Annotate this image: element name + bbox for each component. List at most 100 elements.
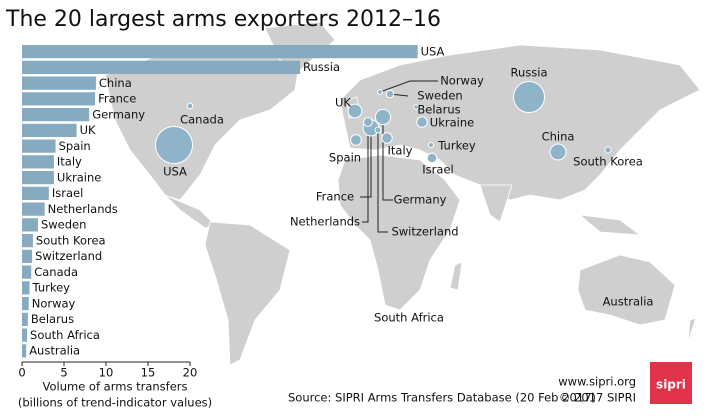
leader-line <box>362 124 369 223</box>
bar <box>22 92 96 106</box>
map-label: Netherlands <box>290 215 360 229</box>
bubble <box>512 80 546 114</box>
website: www.sipri.org <box>558 375 636 389</box>
map-label: Italy <box>388 144 413 158</box>
copyright: © 2017 SIPRI <box>559 391 636 405</box>
x-tick-label: 5 <box>60 366 67 380</box>
bubble <box>347 103 363 119</box>
land <box>687 317 697 343</box>
bubble <box>413 104 419 110</box>
bar <box>22 123 77 137</box>
bar <box>22 344 27 358</box>
leader-line <box>377 130 388 233</box>
leader-line <box>379 80 438 93</box>
bar <box>22 45 418 59</box>
bar-label: Israel <box>52 186 83 200</box>
bar-label: Spain <box>59 139 91 153</box>
bar-label: South Korea <box>36 233 106 247</box>
bubble <box>374 126 382 134</box>
bar-label: Netherlands <box>48 202 118 216</box>
leader-line <box>382 118 393 201</box>
bubble <box>363 117 373 127</box>
bar-label: Turkey <box>32 281 71 295</box>
leader-line <box>360 128 372 198</box>
map-label: UK <box>335 96 351 110</box>
chart-title: The 20 largest arms exporters 2012–16 <box>5 7 441 32</box>
bar-label: Australia <box>29 344 80 358</box>
map-label: Israel <box>422 163 453 177</box>
bar <box>22 155 54 169</box>
bar-label: France <box>98 92 136 106</box>
logo-box <box>650 362 692 404</box>
bubble <box>377 89 383 95</box>
bubble <box>381 132 393 144</box>
bubble <box>374 108 392 126</box>
bar <box>22 139 56 153</box>
source: Source: SIPRI Arms Transfers Database (2… <box>288 391 596 405</box>
bar <box>22 76 96 90</box>
bar <box>22 171 54 185</box>
land <box>479 184 513 223</box>
bar-label: Canada <box>34 265 78 279</box>
bar <box>22 312 28 326</box>
land <box>164 194 216 229</box>
map-label: Sweden <box>417 89 462 103</box>
x-tick-label: 10 <box>99 366 114 380</box>
bar <box>22 186 49 200</box>
bubble <box>604 146 612 154</box>
map-label: Spain <box>329 151 361 165</box>
map-label: Norway <box>440 74 484 88</box>
bar-label: South Africa <box>30 328 100 342</box>
land <box>577 254 676 326</box>
bar <box>22 234 33 248</box>
leader-lines <box>360 80 438 233</box>
bar <box>22 60 301 74</box>
bubble <box>549 143 567 161</box>
bar <box>22 297 29 311</box>
x-axis-label: Volume of arms transfers <box>43 380 188 394</box>
bar-label: Ukraine <box>57 170 101 184</box>
bar <box>22 249 33 263</box>
map-label: Turkey <box>437 139 476 153</box>
bubble <box>426 152 438 164</box>
bar-label: Norway <box>32 296 76 310</box>
map-label: Germany <box>394 193 447 207</box>
land <box>578 214 642 236</box>
bar <box>22 281 30 295</box>
bar-label: USA <box>421 44 445 58</box>
x-tick-label: 0 <box>18 366 25 380</box>
x-tick-label: 15 <box>141 366 156 380</box>
map-label: Russia <box>511 66 548 80</box>
map-label: France <box>316 190 354 204</box>
map-label: USA <box>163 165 187 179</box>
land <box>204 221 291 366</box>
bar-label: Germany <box>92 107 145 121</box>
bar <box>22 265 32 279</box>
bar-label: China <box>99 76 132 90</box>
bar <box>22 328 28 342</box>
bubble <box>427 141 435 149</box>
map-label: Ukraine <box>430 116 474 130</box>
bar-label: Italy <box>57 155 82 169</box>
bubble <box>416 116 428 128</box>
land <box>449 261 463 291</box>
bar <box>22 202 45 216</box>
logo: sipri <box>656 378 686 392</box>
bar <box>22 218 38 232</box>
bar-label: Russia <box>303 60 340 74</box>
bar-label: Switzerland <box>35 249 102 263</box>
map-label: Switzerland <box>391 225 458 239</box>
bar-label: Sweden <box>41 218 86 232</box>
bubble <box>385 89 395 99</box>
bar-label: Belarus <box>31 312 74 326</box>
bar-label: UK <box>80 123 96 137</box>
map-label: South Africa <box>374 311 444 325</box>
map-label: South Korea <box>573 155 643 169</box>
map-label: China <box>542 130 575 144</box>
x-tick-label: 20 <box>183 366 198 380</box>
map-label: Canada <box>180 113 224 127</box>
bubble <box>350 134 362 146</box>
map-label: Australia <box>603 295 654 309</box>
bubble <box>154 125 194 165</box>
